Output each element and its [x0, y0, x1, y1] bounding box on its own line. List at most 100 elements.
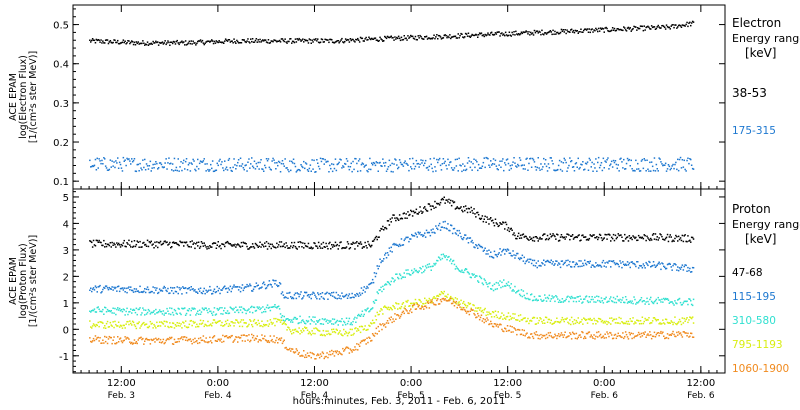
proton-data-point	[502, 249, 504, 252]
electron-data-point	[625, 30, 628, 32]
proton-data-point	[358, 314, 361, 317]
proton-data-point	[407, 312, 409, 314]
electron-data-point	[284, 38, 286, 40]
proton-data-point	[684, 234, 686, 236]
proton-legend-energy: Energy range	[732, 218, 800, 231]
electron-data-point	[665, 24, 668, 26]
proton-data-point	[209, 245, 211, 247]
proton-data-point	[105, 245, 108, 248]
proton-data-point	[258, 245, 260, 247]
proton-data-point	[689, 335, 691, 338]
proton-data-point	[116, 342, 118, 344]
proton-data-point	[290, 296, 292, 298]
proton-data-point	[253, 247, 256, 249]
proton-data-point	[223, 243, 225, 246]
electron-data-point	[332, 163, 335, 166]
proton-data-point	[650, 239, 653, 241]
proton-data-point	[197, 241, 200, 243]
electron-data-point	[601, 169, 604, 172]
electron-data-point	[96, 39, 98, 42]
electron-data-point	[532, 34, 535, 36]
proton-data-point	[546, 296, 549, 299]
proton-data-point	[528, 298, 530, 301]
proton-data-point	[430, 302, 432, 304]
proton-data-point	[171, 307, 173, 310]
proton-legend-115-195: 115-195	[732, 291, 776, 303]
proton-data-point	[385, 228, 388, 230]
proton-data-point	[266, 285, 269, 287]
proton-data-point	[486, 311, 488, 313]
proton-data-point	[266, 304, 269, 306]
proton-data-point	[533, 240, 536, 242]
electron-data-point	[449, 34, 451, 36]
proton-data-point	[209, 324, 211, 326]
proton-data-point	[363, 313, 365, 316]
proton-data-point	[136, 322, 138, 325]
electron-data-point	[516, 33, 518, 35]
x-tick-time-label: 12:00	[686, 378, 715, 389]
electron-data-point	[317, 41, 320, 44]
proton-data-point	[602, 335, 605, 337]
proton-data-point	[612, 233, 615, 236]
proton-data-point	[112, 244, 114, 246]
proton-data-point	[515, 319, 517, 321]
proton-data-point	[268, 341, 271, 344]
proton-data-point	[135, 327, 138, 330]
proton-data-point	[450, 297, 453, 300]
proton-data-point	[250, 306, 252, 309]
proton-data-point	[270, 247, 272, 250]
electron-data-point	[447, 35, 449, 38]
proton-data-point	[287, 349, 289, 351]
electron-data-point	[95, 38, 98, 41]
proton-data-point	[316, 354, 318, 357]
electron-data-point	[466, 35, 469, 37]
proton-data-point	[354, 248, 356, 250]
electron-data-point	[505, 159, 508, 161]
electron-data-point	[254, 39, 257, 42]
proton-data-point	[525, 320, 527, 323]
proton-data-point	[449, 260, 451, 262]
electron-data-point	[204, 42, 206, 45]
proton-data-point	[243, 322, 245, 324]
proton-data-point	[244, 322, 246, 324]
proton-data-point	[210, 340, 212, 342]
electron-data-point	[460, 32, 462, 35]
electron-data-point	[215, 40, 218, 42]
proton-data-point	[544, 261, 547, 263]
proton-data-point	[686, 335, 688, 337]
proton-data-point	[649, 239, 651, 242]
electron-data-point	[344, 162, 346, 165]
proton-data-point	[123, 339, 125, 342]
proton-data-point	[253, 306, 256, 309]
proton-data-point	[244, 242, 246, 244]
electron-data-point	[319, 41, 322, 43]
proton-data-point	[617, 322, 619, 324]
proton-data-point	[235, 306, 237, 308]
proton-data-point	[105, 336, 108, 338]
proton-data-point	[227, 242, 230, 244]
proton-data-point	[476, 245, 478, 247]
electron-data-point	[149, 160, 152, 163]
proton-data-point	[677, 269, 680, 272]
proton-data-point	[662, 263, 664, 265]
proton-data-point	[292, 332, 295, 334]
proton-data-point	[397, 276, 399, 279]
electron-data-point	[512, 33, 514, 36]
electron-data-point	[341, 37, 343, 40]
proton-data-point	[301, 331, 303, 334]
electron-data-point	[677, 26, 679, 28]
proton-data-point	[232, 309, 234, 311]
proton-data-point	[530, 293, 533, 295]
electron-data-point	[684, 25, 686, 27]
electron-data-point	[634, 26, 636, 28]
proton-data-point	[610, 240, 612, 242]
proton-data-point	[555, 295, 557, 297]
electron-data-point	[378, 162, 380, 164]
electron-data-point	[205, 170, 207, 172]
proton-data-point	[90, 287, 92, 289]
proton-data-point	[220, 247, 222, 250]
proton-data-point	[665, 267, 668, 270]
proton-data-point	[129, 341, 131, 343]
proton-data-point	[197, 337, 200, 340]
electron-data-point	[254, 168, 257, 170]
